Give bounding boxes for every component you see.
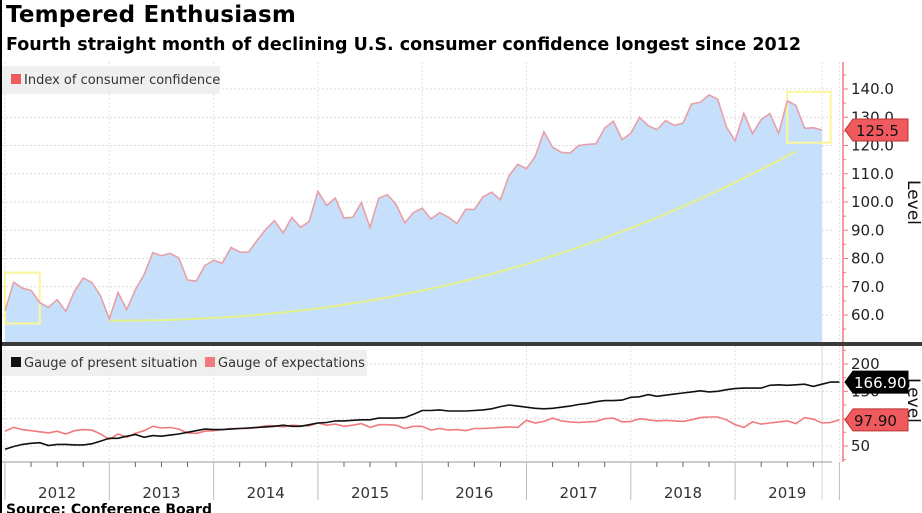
y-tick-label: 100.0 bbox=[851, 193, 894, 211]
upper-y-axis-title: Level bbox=[903, 180, 922, 225]
legend-label-index: Index of consumer confidence bbox=[24, 73, 220, 88]
present-last-value-badge: 166.90 bbox=[844, 370, 909, 394]
x-tick-label: 2018 bbox=[664, 484, 702, 502]
highlight-box-2012 bbox=[4, 271, 41, 325]
upper-y-axis: 140.0130.0120.0110.0100.090.080.070.060.… bbox=[842, 62, 894, 342]
lower-y-axis: 20015010050 bbox=[842, 346, 880, 462]
x-tick-label: 2014 bbox=[247, 484, 285, 502]
y-tick-label: 110.0 bbox=[851, 165, 894, 183]
badge-shape bbox=[844, 118, 909, 142]
chart-title: Tempered Enthusiasm bbox=[6, 2, 297, 28]
x-tick-label: 2012 bbox=[38, 484, 76, 502]
lower-gridlines bbox=[2, 346, 840, 500]
badge-value: 97.90 bbox=[854, 412, 897, 430]
legend-swatch-index bbox=[11, 74, 21, 84]
y-tick-label: 140.0 bbox=[851, 80, 894, 98]
badge-shape bbox=[844, 408, 909, 432]
lower-legend: Gauge of present situation Gauge of expe… bbox=[2, 350, 367, 376]
chart-subtitle: Fourth straight month of declining U.S. … bbox=[6, 35, 802, 55]
y-tick-label: 70.0 bbox=[851, 278, 884, 296]
index-area-fill bbox=[5, 94, 822, 343]
legend-background bbox=[2, 350, 367, 376]
upper-legend: Index of consumer confidence bbox=[2, 66, 220, 94]
badge-value: 166.90 bbox=[854, 374, 907, 392]
source-note: Source: Conference Board bbox=[6, 502, 212, 513]
index-line bbox=[4, 93, 823, 322]
y-tick-label: 80.0 bbox=[851, 250, 884, 268]
legend-swatch-expectations bbox=[205, 357, 215, 367]
x-tick-label: 2019 bbox=[768, 484, 806, 502]
index-last-value-badge: 125.5 bbox=[844, 118, 909, 142]
x-tick-label: 2015 bbox=[351, 484, 389, 502]
x-tick-label: 2016 bbox=[455, 484, 493, 502]
expectations-line bbox=[4, 416, 840, 441]
legend-background bbox=[2, 66, 220, 94]
highlight-box-2019 bbox=[786, 90, 832, 144]
x-tick-label: 2013 bbox=[142, 484, 180, 502]
legend-label-expectations: Gauge of expectations bbox=[218, 356, 365, 371]
badge-shape bbox=[844, 370, 909, 394]
trend-curve bbox=[109, 150, 797, 322]
y-tick-label: 200 bbox=[851, 355, 880, 373]
y-tick-label: 90.0 bbox=[851, 221, 884, 239]
y-tick-label: 50 bbox=[851, 437, 870, 455]
panel-separator bbox=[2, 342, 922, 346]
expectations-last-value-badge: 97.90 bbox=[844, 408, 909, 432]
legend-swatch-present bbox=[11, 357, 21, 367]
y-tick-label: 60.0 bbox=[851, 306, 884, 324]
x-tick-label: 2017 bbox=[560, 484, 598, 502]
legend-label-present: Gauge of present situation bbox=[24, 356, 197, 371]
present-situation-line bbox=[4, 381, 840, 451]
badge-value: 125.5 bbox=[856, 122, 899, 140]
x-axis: 2012 2013 2014 2015 2016 2017 2018 2019 bbox=[2, 461, 840, 502]
